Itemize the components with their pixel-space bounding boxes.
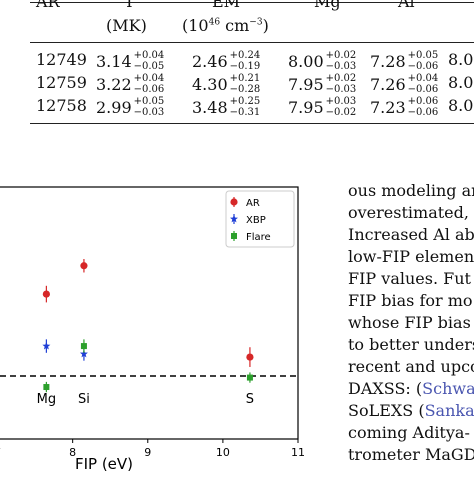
x-tick-label: 10 [216,446,230,459]
x-tick-label: 8 [69,446,76,459]
text-line: coming Aditya- [348,423,470,442]
citation-link[interactable]: Schwa [422,379,474,398]
data-point-ar [246,353,254,361]
cell-cut: 8.0 [448,73,474,92]
cell-al: 7.28 +0.05 −0.06 [370,50,439,72]
cell-al: 7.26 +0.04 −0.06 [370,73,439,95]
element-label: Si [78,392,90,407]
fip-bias-figure: 7 8 9 10 11 FIP (eV) Mg Si S AR XBP Flare [0,182,330,474]
legend-label: Flare [246,232,271,243]
x-tick-label: 11 [291,446,305,459]
text-line: ous modeling ar [348,181,474,200]
cell-ar: 12758 [36,96,87,115]
header-ar: AR [36,0,60,11]
fip-bias-chart: 7 8 9 10 11 FIP (eV) Mg Si S AR XBP Flare [0,186,305,473]
cell-t: 3.14 +0.04 −0.05 [96,50,165,72]
cell-t: 3.22 +0.04 −0.06 [96,73,165,95]
text-line: overestimated, a [348,203,474,222]
text-line: low-FIP elemen [348,247,474,266]
table-bottom-rule [30,123,474,124]
text-line: DAXSS: (Schwa [348,379,474,398]
header-al: Al [398,0,415,11]
legend-marker-ar [230,198,238,206]
cell-em: 2.46 +0.24 −0.19 [192,50,261,72]
text-line: recent and upco [348,357,474,376]
legend-label: AR [246,198,260,209]
plot-frame [0,186,299,440]
cell-t: 2.99 +0.05 −0.03 [96,96,165,118]
data-point-flare [43,384,50,391]
cell-mg: 8.00 +0.02 −0.03 [288,50,357,72]
x-tick-label: 7 [0,446,1,459]
legend-label: XBP [246,215,266,226]
cell-em: 3.48 +0.25 −0.31 [192,96,261,118]
text-line: trometer MaGD [348,445,474,464]
data-point-flare [80,343,87,350]
data-point-xbp [42,341,51,350]
data-point-xbp [79,349,88,358]
header-mg: Mg [314,0,341,11]
legend-marker-flare [231,233,237,239]
cell-al: 7.23 +0.06 −0.06 [370,96,439,118]
element-label: Mg [37,392,56,407]
cell-cut: 8.0 [448,50,474,69]
element-label: S [246,392,254,407]
table-mid-rule [30,42,474,43]
text-line: to better unders [348,335,474,354]
legend-marker-xbp [230,214,238,223]
cell-ar: 12749 [36,50,87,69]
table-top-rule [30,2,474,3]
cell-mg: 7.95 +0.03 −0.02 [288,96,357,118]
data-point-ar [80,262,88,270]
x-tick-label: 9 [144,446,151,459]
cell-cut: 8.0 [448,96,474,115]
header-em: EM [212,0,241,11]
unit-em: (1046 cm−3) [182,16,269,35]
data-point-ar [42,290,50,298]
header-t: T [124,0,135,11]
x-axis-label: FIP (eV) [75,455,133,473]
text-line: FIP bias for mo [348,291,473,310]
abundance-table: AR T EM Mg Al (MK) (1046 cm−3) 12749 3.14… [0,0,474,125]
text-line: FIP values. Fut [348,269,471,288]
body-text: ous modeling ar overestimated, a Increased… [348,180,474,466]
cell-mg: 7.95 +0.02 −0.03 [288,73,357,95]
unit-t: (MK) [106,16,147,35]
legend-box [225,190,295,248]
text-line: Increased Al ab [348,225,474,244]
text-line: SoLEXS (Sanka [348,401,474,420]
citation-link[interactable]: Sanka [424,401,474,420]
data-point-flare [246,374,253,381]
cell-ar: 12759 [36,73,87,92]
text-line: whose FIP bias [348,313,471,332]
cell-em: 4.30 +0.21 −0.28 [192,73,261,95]
